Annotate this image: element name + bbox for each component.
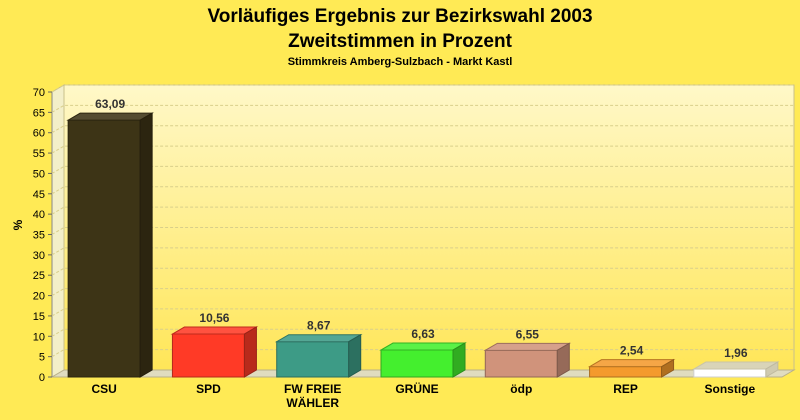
bar-side: [243, 326, 257, 378]
grid-line: [51, 328, 794, 337]
bar-top: [66, 112, 154, 121]
bar-side: [348, 333, 362, 378]
y-tick-label: 40: [33, 209, 45, 221]
y-tick-label: 25: [33, 270, 45, 282]
bar-front: [589, 366, 663, 378]
bar-side: [452, 342, 466, 378]
x-tick-label: Sonstige: [705, 382, 756, 396]
bar-top: [170, 326, 259, 335]
bar-front: [484, 349, 558, 378]
chart-subsubtitle: Stimmkreis Amberg-Sulzbach - Markt Kastl: [288, 56, 513, 68]
grid-line: [51, 288, 794, 297]
x-tick-label: SPD: [196, 382, 221, 396]
chart-subtitle: Zweitstimmen in Prozent: [288, 31, 512, 52]
grid-line: [51, 145, 794, 154]
value-labels: 63,09 10,56 8,67 6,63 6,55 2,54 1,96: [95, 97, 748, 360]
bar-csu: [66, 112, 154, 378]
bar-top: [274, 334, 363, 343]
bar-top: [587, 359, 676, 368]
grid-line: [51, 125, 794, 134]
grid-line: [51, 227, 794, 235]
x-tick-label: ödp: [510, 382, 532, 396]
y-axis-label: %: [11, 219, 25, 230]
y-tick-label: 65: [33, 107, 45, 119]
y-tick-label: 10: [33, 331, 45, 343]
bar-side: [556, 342, 570, 378]
bar-front: [67, 119, 141, 378]
bar-grüne: [379, 342, 467, 378]
y-tick-label: 30: [33, 250, 45, 262]
value-label: 2,54: [620, 344, 644, 358]
y-tick-label: 45: [33, 189, 45, 201]
y-tick-label: 5: [39, 352, 45, 364]
grid-line: [51, 308, 794, 317]
bar-front: [276, 341, 350, 378]
x-tick-label: CSU: [91, 382, 116, 396]
y-tick-label: 60: [33, 128, 45, 140]
x-tick-label: WÄHLER: [286, 395, 339, 410]
grid-line: [51, 247, 794, 256]
y-tick-label: 15: [33, 311, 45, 323]
bar-rep: [587, 358, 676, 378]
bar-top: [692, 361, 780, 370]
y-tick-label: 0: [39, 372, 45, 384]
bar-fw-freie-wähler: [274, 333, 363, 378]
value-label: 8,67: [307, 319, 331, 333]
bar-front: [171, 333, 245, 378]
value-label: 63,09: [95, 97, 125, 111]
value-label: 1,96: [724, 346, 748, 360]
y-tick-label: 35: [33, 230, 45, 242]
bar-front: [693, 368, 767, 378]
grid-line: [51, 206, 794, 215]
x-tick-label: FW FREIE: [284, 382, 341, 396]
bar-ödp: [483, 342, 572, 378]
grid-line: [51, 186, 794, 195]
x-tick-label: REP: [613, 382, 638, 396]
value-label: 6,63: [411, 327, 435, 341]
grid-lines: [51, 84, 794, 358]
x-tick-label: GRÜNE: [395, 381, 438, 396]
value-label: 10,56: [199, 311, 229, 325]
grid-line: [51, 84, 794, 93]
chart-title: Vorläufiges Ergebnis zur Bezirkswahl 200…: [207, 6, 592, 27]
bar-sonstige: [692, 361, 780, 378]
grid-line: [51, 267, 794, 276]
bar-side: [139, 112, 153, 378]
bar-front: [380, 349, 454, 378]
bar-spd: [170, 326, 259, 378]
bar-side: [765, 361, 779, 378]
grid-line: [51, 165, 794, 174]
y-axis-ticks: 0 5 10 15 20 25 30 35 40 45 50 55 60 65 70: [33, 87, 52, 384]
y-tick-label: 55: [33, 148, 45, 160]
bar-top: [379, 342, 467, 351]
bars: [66, 112, 780, 378]
y-tick-label: 20: [33, 291, 45, 303]
bar-side: [661, 358, 675, 378]
bar-top: [483, 342, 572, 351]
y-tick-label: 70: [33, 87, 45, 99]
y-tick-label: 50: [33, 168, 45, 180]
value-label: 6,55: [516, 327, 540, 341]
grid-line: [51, 104, 794, 113]
